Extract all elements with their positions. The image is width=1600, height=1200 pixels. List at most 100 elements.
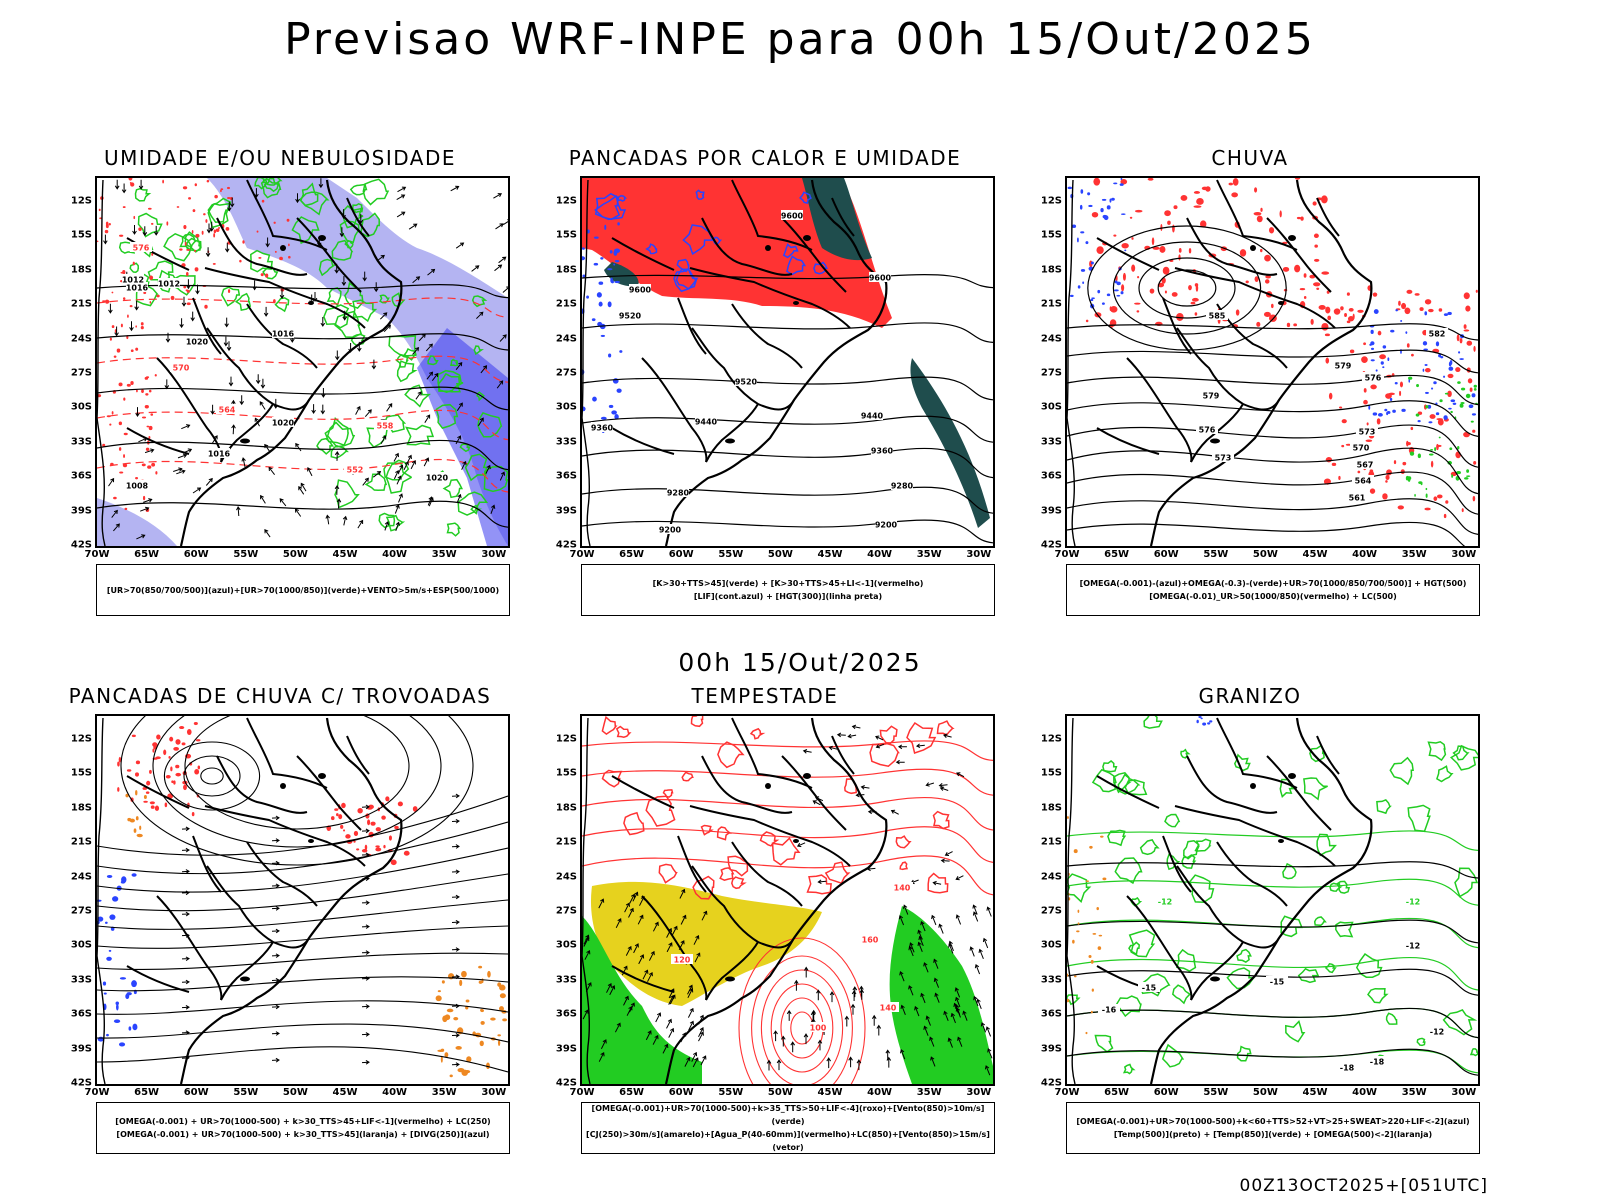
green-contour bbox=[134, 187, 152, 202]
hgt300-line bbox=[582, 376, 993, 401]
rain-red bbox=[1193, 205, 1202, 208]
temp850-contour bbox=[1285, 1020, 1306, 1043]
wind-vector bbox=[241, 457, 246, 468]
state-border bbox=[731, 841, 803, 907]
wind-vector bbox=[637, 914, 644, 925]
rain-blue bbox=[1103, 215, 1109, 221]
green-contour bbox=[435, 403, 459, 429]
lat-tick-label: 36S bbox=[1040, 470, 1062, 482]
rain-red bbox=[1188, 285, 1192, 291]
lat-tick-label: 18S bbox=[70, 802, 92, 814]
rain-blue bbox=[1448, 366, 1454, 371]
rain-green bbox=[1418, 481, 1423, 484]
contour-label-bg bbox=[1354, 459, 1376, 469]
lif-speck bbox=[586, 295, 589, 299]
state-border bbox=[204, 805, 366, 867]
lat-tick-label: 39S bbox=[555, 1043, 577, 1055]
wind-vector bbox=[224, 242, 230, 253]
red-speck bbox=[212, 262, 216, 265]
green-contour bbox=[274, 297, 290, 313]
wind-vector bbox=[955, 996, 961, 1008]
state-border bbox=[1162, 297, 1192, 355]
lif-contour bbox=[695, 189, 705, 200]
streamline bbox=[97, 925, 508, 949]
green-contour bbox=[352, 299, 378, 323]
streamline-arrow bbox=[361, 804, 370, 810]
rain-red bbox=[1436, 443, 1439, 451]
lat-tick-label: 27S bbox=[555, 905, 577, 917]
wind-vector bbox=[938, 783, 948, 788]
temp850-contour bbox=[1226, 967, 1256, 990]
rain-blue bbox=[1448, 361, 1452, 367]
rain-red bbox=[1091, 211, 1099, 218]
wind-vector bbox=[687, 984, 693, 995]
temp850-contour bbox=[1385, 1012, 1398, 1025]
rain-red bbox=[1363, 399, 1368, 405]
wind-vector bbox=[932, 880, 942, 886]
rain-red bbox=[1129, 216, 1133, 219]
wind-vector bbox=[955, 1007, 961, 1018]
hgt300-line bbox=[582, 415, 993, 443]
red-speck bbox=[120, 323, 123, 328]
rain-red bbox=[1366, 422, 1369, 426]
rain-red bbox=[1245, 280, 1249, 284]
lon-tick-label: 70W bbox=[1054, 1087, 1080, 1098]
green-contour bbox=[234, 292, 252, 311]
state-border bbox=[192, 835, 222, 893]
rain-red bbox=[1455, 367, 1461, 373]
wind-vector bbox=[642, 969, 649, 980]
contour-label: 570 bbox=[173, 364, 190, 373]
rain-blue bbox=[1447, 311, 1452, 316]
panel-pancadas-calor: PANCADAS POR CALOR E UMIDADE 12S 15S 18S 21… bbox=[535, 146, 995, 626]
divg-blue bbox=[106, 874, 113, 878]
contour-label-bg bbox=[272, 417, 294, 427]
streamline-arrow bbox=[361, 1032, 370, 1037]
state-border bbox=[831, 735, 855, 775]
wind-vector bbox=[584, 949, 591, 960]
storm-red bbox=[343, 829, 346, 832]
wind-vector bbox=[648, 950, 655, 961]
contour-label-bg bbox=[869, 272, 891, 282]
contour-label-bg bbox=[426, 472, 448, 482]
divg-blue bbox=[121, 876, 127, 884]
lon-tick-label: 30W bbox=[1451, 1087, 1477, 1098]
storm-red bbox=[334, 808, 339, 811]
lon-tick-label: 60W bbox=[183, 1087, 209, 1098]
omega-orange bbox=[1091, 988, 1094, 992]
wind-vector bbox=[647, 971, 653, 982]
rain-red bbox=[1152, 246, 1160, 250]
wind-vector bbox=[817, 879, 827, 885]
contour-label: 9200 bbox=[875, 521, 898, 530]
red-speck bbox=[129, 182, 132, 184]
rain-green bbox=[1460, 387, 1466, 391]
wind-vector bbox=[114, 179, 120, 190]
wind-vector bbox=[796, 842, 806, 848]
contour-label: -12 bbox=[1406, 898, 1420, 907]
wind-vector bbox=[259, 401, 266, 410]
omega-orange bbox=[1092, 932, 1097, 935]
lat-tick-label: 36S bbox=[1040, 1008, 1062, 1020]
wind-vector bbox=[972, 911, 979, 922]
rain-red bbox=[1159, 245, 1166, 253]
divg-blue bbox=[119, 977, 127, 980]
wind-vector bbox=[790, 1041, 796, 1053]
wind-vector bbox=[456, 493, 462, 504]
divg-blue bbox=[108, 949, 112, 952]
omega-orange bbox=[1077, 922, 1080, 925]
storm-orange bbox=[446, 1008, 454, 1013]
rain-green bbox=[1451, 474, 1454, 478]
storm-red bbox=[394, 825, 399, 830]
wind-vector bbox=[974, 963, 981, 975]
storm-red bbox=[173, 746, 179, 751]
wind-vector bbox=[410, 460, 416, 470]
thickness-line bbox=[97, 459, 508, 493]
streamline-arrow bbox=[451, 869, 460, 875]
legend-box: [OMEGA(-0.001)-(azul)+OMEGA(-0.3)-(verde… bbox=[1066, 564, 1480, 616]
streamline-arrow bbox=[181, 1030, 190, 1035]
lif-speck bbox=[619, 350, 623, 353]
state-border bbox=[126, 427, 190, 455]
storm-red bbox=[368, 804, 374, 810]
contour-label: 579 bbox=[1203, 392, 1220, 401]
lat-tick-label: 42S bbox=[70, 1077, 92, 1089]
pw-contour bbox=[601, 769, 623, 788]
